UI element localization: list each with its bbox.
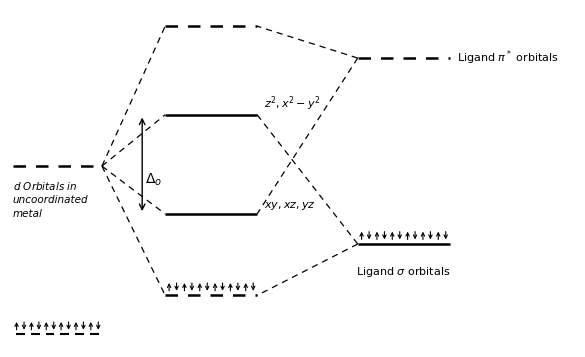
- Text: $z^2, x^2-y^2$: $z^2, x^2-y^2$: [264, 94, 321, 113]
- Text: $xy, xz, yz$: $xy, xz, yz$: [264, 200, 316, 212]
- Text: $d$ Orbitals in
uncoordinated
metal: $d$ Orbitals in uncoordinated metal: [13, 180, 88, 219]
- Text: $\Delta_o$: $\Delta_o$: [145, 171, 162, 188]
- Text: Ligand $\sigma$ orbitals: Ligand $\sigma$ orbitals: [356, 265, 451, 279]
- Text: Ligand $\pi^*$ orbitals: Ligand $\pi^*$ orbitals: [456, 49, 558, 67]
